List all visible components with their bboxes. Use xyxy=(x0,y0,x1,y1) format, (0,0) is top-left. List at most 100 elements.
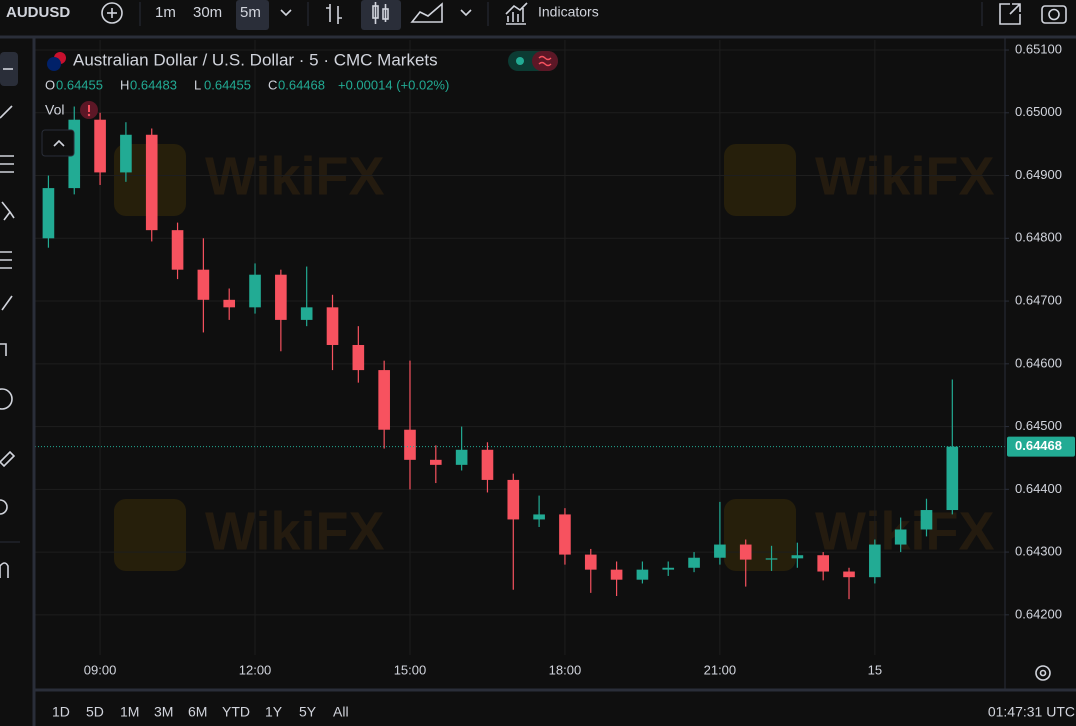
candle-body xyxy=(429,459,442,465)
symbol[interactable]: AUDUSD xyxy=(6,4,70,21)
candle-body xyxy=(739,544,752,560)
ruler-tool[interactable] xyxy=(0,450,16,468)
ohlc-value: 0.64455 xyxy=(56,77,103,92)
range-button[interactable]: 5Y xyxy=(299,704,317,720)
range-button[interactable]: 1Y xyxy=(265,704,283,720)
candle-body xyxy=(223,299,236,308)
watermark: WikiFX xyxy=(815,146,995,206)
candle-body xyxy=(765,558,778,560)
range-button[interactable]: 1M xyxy=(120,704,139,720)
x-tick-label: 15:00 xyxy=(394,662,427,677)
emoji-tool[interactable] xyxy=(0,388,13,410)
y-tick-label: 0.65100 xyxy=(1015,41,1062,56)
fib-tool[interactable] xyxy=(0,155,14,173)
candles-button[interactable] xyxy=(372,2,389,24)
legend-title: Australian Dollar / U.S. Dollar · 5 · CM… xyxy=(73,50,438,69)
x-tick-label: 15 xyxy=(868,662,882,677)
candle-body xyxy=(714,544,726,558)
candle-body xyxy=(404,429,416,460)
last-price-label: 0.64468 xyxy=(1015,438,1062,453)
candle-body xyxy=(481,449,494,480)
range-button[interactable]: All xyxy=(333,704,349,720)
add-symbol-button[interactable] xyxy=(101,2,123,24)
chart-type-dropdown[interactable] xyxy=(460,9,472,17)
bars-button[interactable] xyxy=(326,4,342,24)
y-tick-label: 0.65000 xyxy=(1015,104,1062,119)
y-tick-label: 0.64600 xyxy=(1015,355,1062,370)
candle-body xyxy=(533,514,545,520)
candle-body xyxy=(352,344,365,371)
range-button[interactable]: 6M xyxy=(188,704,207,720)
x-tick-label: 18:00 xyxy=(549,662,582,677)
pattern-tool[interactable] xyxy=(1,201,15,221)
y-tick-label: 0.64300 xyxy=(1015,544,1062,559)
watermark: WikiFX xyxy=(205,501,385,561)
ohlc-value: 0.64468 xyxy=(278,77,325,92)
volume-warning[interactable] xyxy=(80,101,98,119)
candle-body xyxy=(610,569,623,580)
range-button[interactable]: 5D xyxy=(86,704,104,720)
ohlc-key: O xyxy=(45,77,55,92)
candle-body xyxy=(326,307,339,345)
candles-button-bg xyxy=(361,0,401,30)
indicators-button[interactable]: Indicators xyxy=(538,4,599,20)
ohlc-value: 0.64455 xyxy=(204,77,251,92)
x-tick-label: 09:00 xyxy=(84,662,117,677)
settings-button[interactable] xyxy=(1035,665,1051,681)
y-tick-label: 0.64700 xyxy=(1015,292,1062,307)
interval-button[interactable]: 30m xyxy=(193,4,222,21)
candle-body xyxy=(688,557,700,568)
zoom-tool[interactable] xyxy=(0,499,8,515)
clock: 01:47:31 UTC xyxy=(988,704,1075,720)
candle-body xyxy=(662,567,675,570)
text-tool[interactable] xyxy=(0,343,7,356)
flag-icon xyxy=(47,52,66,71)
watermark-logo xyxy=(114,499,186,571)
interval-dropdown[interactable] xyxy=(280,9,292,17)
candle-body xyxy=(249,274,261,308)
candle-body xyxy=(946,446,959,511)
range-button[interactable]: 3M xyxy=(154,704,173,720)
indicators-icon[interactable] xyxy=(505,2,528,25)
y-tick-label: 0.64900 xyxy=(1015,167,1062,182)
candle-body xyxy=(275,274,287,320)
candle-body xyxy=(843,571,855,578)
candle-body xyxy=(636,569,649,580)
y-tick-label: 0.64400 xyxy=(1015,481,1062,496)
range-button[interactable]: 1D xyxy=(52,704,70,720)
ohlc-key: C xyxy=(268,77,277,92)
watermark: WikiFX xyxy=(205,146,385,206)
lock-tool[interactable] xyxy=(0,562,9,578)
chart-layer: WikiFXWikiFXWikiFXWikiFX xyxy=(35,40,1005,655)
left-toolbar xyxy=(0,52,20,578)
line-tool[interactable] xyxy=(0,105,13,119)
range-button[interactable]: YTD xyxy=(222,704,250,720)
area-button[interactable] xyxy=(410,2,443,23)
forecast-tool[interactable] xyxy=(0,251,12,269)
candle-body xyxy=(920,510,933,530)
top-toolbar xyxy=(0,0,1076,36)
candle-body xyxy=(300,307,313,320)
candle-body xyxy=(171,230,184,270)
candle-body xyxy=(584,554,597,570)
candle-body xyxy=(817,555,830,572)
candle-body xyxy=(894,529,907,545)
y-tick-label: 0.64200 xyxy=(1015,606,1062,621)
interval-button[interactable]: 5m xyxy=(240,4,261,21)
interval-button[interactable]: 1m xyxy=(155,4,176,21)
ohlc-key: H xyxy=(120,77,129,92)
y-tick-label: 0.64500 xyxy=(1015,418,1062,433)
y-tick-label: 0.64800 xyxy=(1015,230,1062,245)
market-status xyxy=(508,51,558,71)
fullscreen-button[interactable] xyxy=(999,3,1021,25)
candle-body xyxy=(94,119,106,173)
x-tick-label: 12:00 xyxy=(239,662,272,677)
ohlc-value: 0.64483 xyxy=(130,77,177,92)
collapse-legend[interactable] xyxy=(41,129,75,157)
snapshot-button[interactable] xyxy=(1041,5,1067,24)
candle-body xyxy=(120,134,132,173)
watermark-logo xyxy=(724,499,796,571)
brush-tool[interactable] xyxy=(1,295,13,311)
